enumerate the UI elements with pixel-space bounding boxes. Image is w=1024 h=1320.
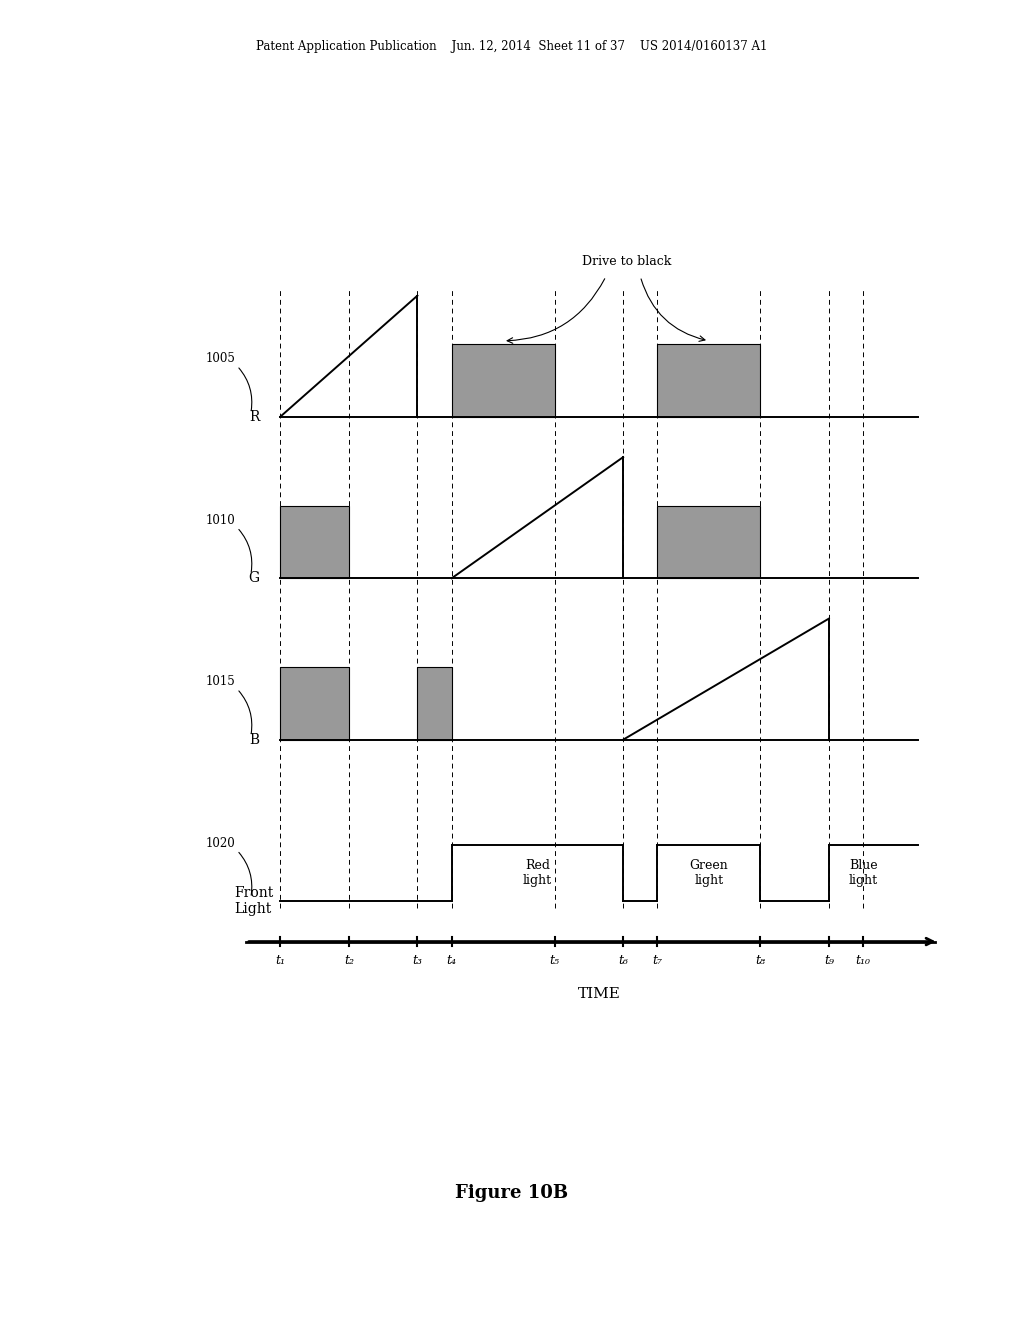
Text: t₆: t₆ xyxy=(618,954,628,968)
Text: 1015: 1015 xyxy=(206,675,236,688)
Text: Front
Light: Front Light xyxy=(234,886,273,916)
Text: t₃: t₃ xyxy=(413,954,422,968)
Bar xyxy=(657,345,760,417)
Text: TIME: TIME xyxy=(578,987,621,1001)
Bar xyxy=(452,345,555,417)
Bar xyxy=(281,667,349,739)
Text: 1010: 1010 xyxy=(206,513,236,527)
Text: t₈: t₈ xyxy=(756,954,765,968)
Text: G: G xyxy=(249,572,260,585)
Text: B: B xyxy=(249,733,259,747)
Bar xyxy=(281,506,349,578)
Text: t₂: t₂ xyxy=(344,954,354,968)
Text: Patent Application Publication    Jun. 12, 2014  Sheet 11 of 37    US 2014/01601: Patent Application Publication Jun. 12, … xyxy=(256,40,768,53)
Text: t₁: t₁ xyxy=(275,954,286,968)
Text: t₄: t₄ xyxy=(446,954,457,968)
Text: t₉: t₉ xyxy=(824,954,834,968)
Text: Drive to black: Drive to black xyxy=(582,255,672,268)
Text: t₁₀: t₁₀ xyxy=(856,954,870,968)
Bar xyxy=(418,667,452,739)
Text: t₇: t₇ xyxy=(652,954,663,968)
Text: t₅: t₅ xyxy=(550,954,559,968)
Text: Figure 10B: Figure 10B xyxy=(456,1184,568,1203)
Text: R: R xyxy=(249,409,259,424)
Bar xyxy=(657,506,760,578)
Text: Red
light: Red light xyxy=(523,859,552,887)
Text: Blue
light: Blue light xyxy=(849,859,878,887)
Text: Green
light: Green light xyxy=(689,859,728,887)
Text: 1005: 1005 xyxy=(206,352,236,366)
Text: 1020: 1020 xyxy=(206,837,236,850)
